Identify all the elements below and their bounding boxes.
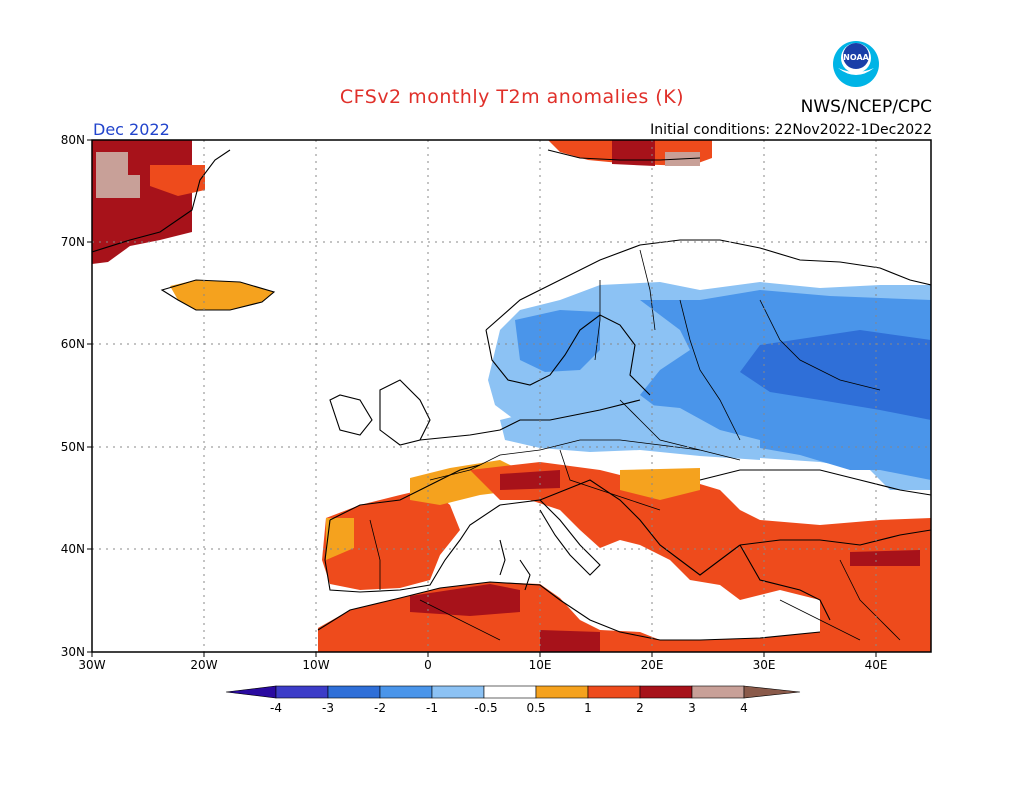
lat-tick-label: 30N bbox=[61, 645, 85, 659]
region-balkans-orange bbox=[620, 468, 700, 500]
colorbar-swatch bbox=[691, 685, 745, 699]
agency-label: NWS/NCEP/CPC bbox=[800, 97, 932, 117]
region-iceland bbox=[170, 280, 274, 310]
region-svalbard-dark bbox=[612, 140, 655, 166]
region-turkey-dark bbox=[850, 550, 920, 566]
colorbar-label: 2 bbox=[636, 701, 644, 715]
lat-tick-label: 80N bbox=[61, 133, 85, 147]
map-frame bbox=[91, 139, 932, 653]
colorbar-label: -3 bbox=[322, 701, 334, 715]
forecast-month: Dec 2022 bbox=[93, 120, 170, 139]
colorbar-swatch bbox=[587, 685, 641, 699]
lon-tick-label: 40E bbox=[865, 658, 888, 672]
region-greenland-extreme bbox=[96, 152, 140, 198]
region-libya-dark bbox=[540, 630, 600, 652]
colorbar-label: 4 bbox=[740, 701, 748, 715]
region-iberia bbox=[322, 488, 460, 590]
gridlines bbox=[92, 140, 931, 652]
colorbar-swatch bbox=[639, 685, 693, 699]
lat-tick-label: 60N bbox=[61, 337, 85, 351]
lon-tick-label: 20E bbox=[641, 658, 664, 672]
region-russia-colder bbox=[740, 330, 931, 420]
colorbar-label: 1 bbox=[584, 701, 592, 715]
lon-tick-label: 0 bbox=[424, 658, 432, 672]
colorbar-swatch bbox=[327, 685, 381, 699]
colorbar-label: -1 bbox=[426, 701, 438, 715]
colorbar-swatch bbox=[379, 685, 433, 699]
region-southern-scandinavia-cold bbox=[515, 310, 600, 372]
colorbar: -4 -3 -2 -1 -0.5 0.5 1 2 3 4 bbox=[225, 685, 801, 715]
lon-tick-label: 20W bbox=[190, 658, 217, 672]
lon-tick-label: 10W bbox=[302, 658, 329, 672]
region-italy-dark bbox=[500, 470, 560, 490]
lat-tick-label: 50N bbox=[61, 440, 85, 454]
colorbar-swatch bbox=[483, 685, 537, 699]
coastlines bbox=[92, 149, 931, 641]
svg-text:NOAA: NOAA bbox=[843, 53, 869, 62]
colorbar-swatch bbox=[535, 685, 589, 699]
colorbar-label: 3 bbox=[688, 701, 696, 715]
colorbar-label: 0.5 bbox=[526, 701, 545, 715]
lat-tick-label: 70N bbox=[61, 235, 85, 249]
initial-conditions: Initial conditions: 22Nov2022-1Dec2022 bbox=[650, 122, 932, 138]
colorbar-swatch bbox=[275, 685, 329, 699]
tick-marks bbox=[87, 139, 877, 657]
lon-tick-label: 30W bbox=[78, 658, 105, 672]
region-iberia-orange bbox=[326, 518, 354, 560]
region-mediterranean-east bbox=[470, 462, 931, 652]
noaa-logo-icon: NOAA bbox=[833, 41, 879, 87]
chart-title: CFSv2 monthly T2m anomalies (K) bbox=[339, 86, 685, 108]
borders bbox=[369, 249, 901, 641]
lon-tick-label: 10E bbox=[529, 658, 552, 672]
colorbar-label: -4 bbox=[270, 701, 282, 715]
region-greenland-orange bbox=[150, 165, 205, 196]
lon-tick-label: 30E bbox=[753, 658, 776, 672]
colorbar-label: -2 bbox=[374, 701, 386, 715]
colorbar-below bbox=[225, 685, 277, 699]
colorbar-label: -0.5 bbox=[474, 701, 497, 715]
region-sahara-dark bbox=[410, 584, 520, 616]
colorbar-swatch bbox=[431, 685, 485, 699]
colorbar-above bbox=[743, 685, 801, 699]
lat-tick-label: 40N bbox=[61, 542, 85, 556]
